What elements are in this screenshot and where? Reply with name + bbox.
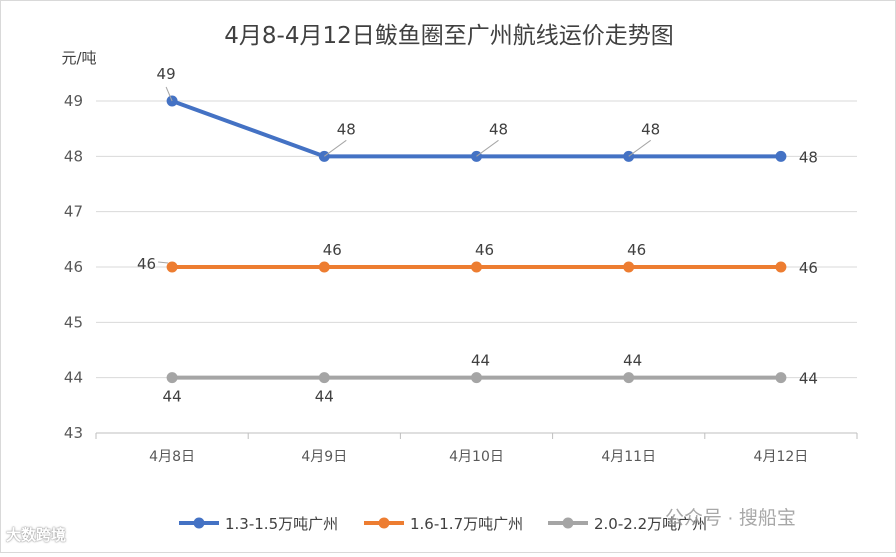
grid-layer [96, 100, 857, 379]
legend-swatch-marker [378, 517, 390, 529]
y-tick-label: 44 [64, 369, 83, 387]
data-label: 48 [799, 148, 818, 166]
data-point [318, 372, 330, 384]
data-label: 49 [157, 65, 176, 83]
data-label: 44 [315, 388, 334, 406]
legend-label: 1.6-1.7万吨广州 [410, 515, 523, 533]
data-label: 46 [137, 255, 156, 273]
x-tick-label: 4月12日 [754, 449, 809, 465]
data-point [318, 261, 330, 273]
legend: 1.3-1.5万吨广州 1.6-1.7万吨广州 2.0-2.2万吨广州 [179, 515, 707, 533]
series-layer [166, 95, 787, 384]
data-point [775, 372, 787, 384]
label-leader [158, 261, 169, 264]
data-label: 44 [799, 370, 818, 388]
data-point [166, 372, 178, 384]
y-tick-label: 43 [64, 424, 83, 442]
x-tick-label: 4月8日 [149, 449, 195, 465]
data-label: 46 [799, 259, 818, 277]
label-leader [324, 139, 347, 157]
y-tick-label: 48 [64, 147, 83, 165]
y-tick-label: 49 [64, 92, 83, 110]
legend-swatch-marker [193, 517, 205, 529]
data-point [471, 261, 482, 273]
x-tick-label: 4月11日 [601, 449, 656, 465]
data-point [623, 372, 635, 384]
legend-swatch-marker [562, 517, 574, 529]
label-leader [165, 86, 173, 102]
y-axis-label: 元/吨 [61, 49, 96, 67]
data-point [166, 261, 178, 273]
data-label: 48 [641, 120, 660, 138]
data-label: 48 [337, 120, 356, 138]
x-tick-label: 4月10日 [449, 449, 504, 465]
axis-layer: 43 44 45 46 47 48 49 4月8日 4月9日 4月10日 4月11日 4月12日 [64, 92, 858, 465]
x-tick-label: 4月9日 [301, 449, 347, 465]
data-point [623, 261, 635, 273]
series-line [170, 99, 783, 159]
legend-label: 2.0-2.2万吨广州 [594, 515, 707, 533]
data-label: 44 [163, 388, 182, 406]
y-tick-label: 46 [64, 258, 83, 276]
label-leader [476, 139, 499, 157]
y-tick-label: 45 [64, 313, 83, 331]
legend-label: 1.3-1.5万吨广州 [225, 515, 338, 533]
data-point [775, 150, 787, 162]
data-point [471, 372, 482, 384]
watermark-right: 公众号 · 搜船宝 [665, 508, 796, 529]
data-label: 46 [475, 241, 494, 259]
data-label-layer: 49 48 48 48 48 46 46 46 46 46 44 44 44 44 44 [137, 65, 818, 406]
y-tick-label: 47 [64, 203, 83, 221]
label-leader [628, 139, 651, 157]
data-label: 44 [623, 352, 642, 370]
data-point [775, 261, 787, 273]
watermark-left: 大数跨境 [6, 527, 67, 544]
data-label: 46 [323, 241, 342, 259]
chart-title: 4月8-4月12日鲅鱼圈至广州航线运价走势图 [224, 23, 673, 49]
data-label: 46 [627, 241, 646, 259]
data-label: 48 [489, 120, 508, 138]
data-label: 44 [471, 352, 490, 370]
